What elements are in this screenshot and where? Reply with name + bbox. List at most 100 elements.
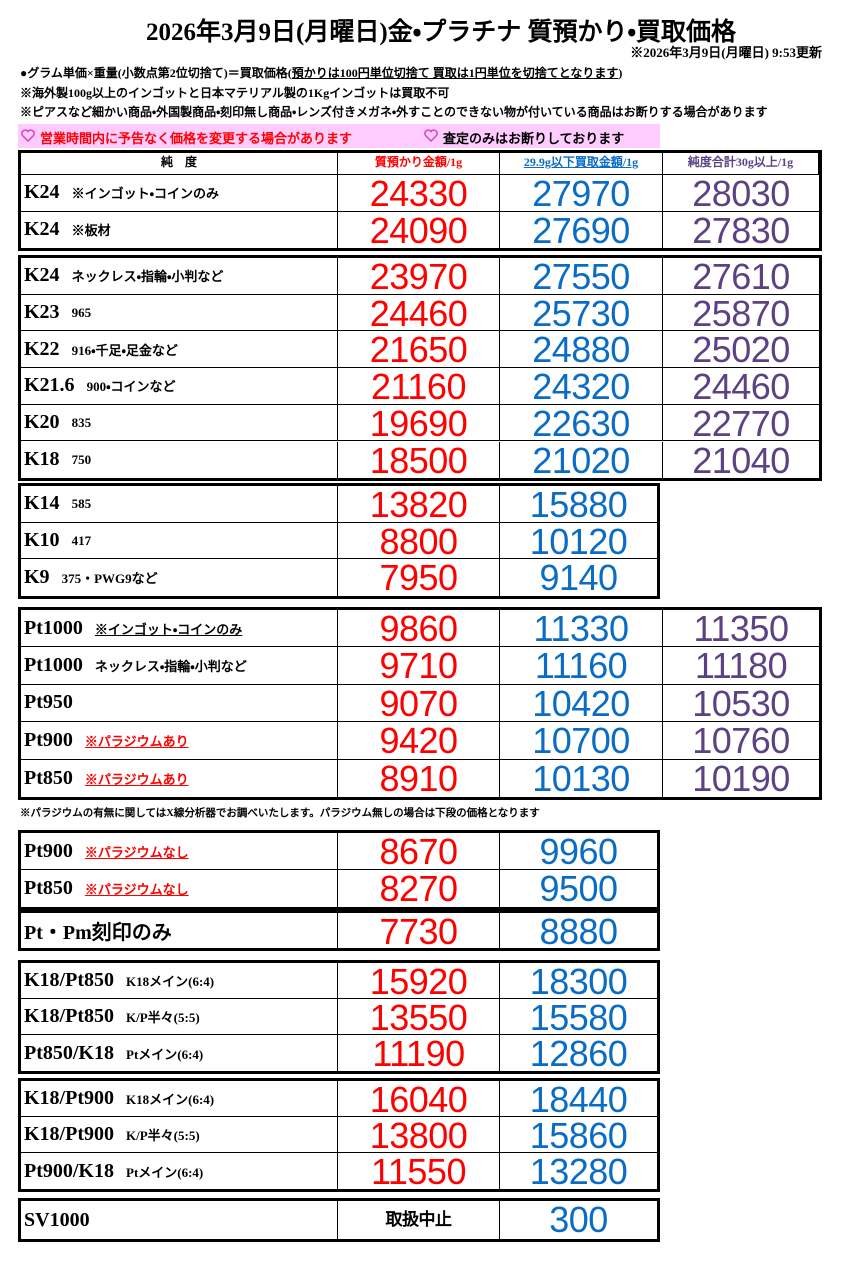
pawn-price: 8670 (338, 833, 500, 870)
purity-name: K10 (24, 529, 60, 552)
purity-name: Pt950 (24, 691, 73, 714)
bulk-price: 10760 (663, 722, 819, 760)
note-text: ) (618, 66, 623, 80)
purity-name: K9 (24, 566, 50, 589)
buy-price: 18300 (500, 963, 657, 999)
purity-cell: K18/Pt850 K18メイン(6:4) (21, 963, 338, 999)
pawn-price: 24090 (338, 211, 500, 248)
purity-name: K22 (24, 337, 60, 360)
pawn-price: 8800 (338, 522, 500, 560)
palladium-note: ※パラジウムの有無に関してはX線分析器でお調べいたします。パラジウム無しの場合は… (20, 808, 540, 819)
price-group: SV1000 取扱中止 300 (18, 1198, 660, 1242)
purity-name: K24 (24, 181, 60, 204)
purity-note: ネックレス・指輪・小判など (71, 269, 224, 285)
price-group: Pt・Pm刻印のみ 7730 8880 (18, 910, 660, 951)
buy-price: 21020 (500, 441, 663, 479)
purity-name: Pt850 (24, 877, 73, 899)
purity-cell: Pt1000 ネックレス・指輪・小判など (21, 647, 338, 685)
purity-name: K21.6 (24, 374, 75, 397)
purity-name: K14 (24, 492, 60, 515)
buy-price: 24880 (500, 331, 663, 369)
bulk-price: 11180 (663, 647, 819, 685)
purity-cell: K20 835 (21, 404, 338, 442)
price-group: K14 585 13820 15880 K10 417 8800 10120 K9 375・PWG… (18, 483, 660, 600)
column-header: 純 度 (21, 153, 338, 175)
buy-price: 8880 (539, 913, 618, 948)
purity-cell: K18/Pt900 K/P半々(5:5) (21, 1117, 338, 1153)
bulk-price: 10190 (692, 759, 790, 797)
buy-price: 9960 (500, 833, 657, 870)
purity-name: K23 (24, 301, 60, 324)
bulk-price: 27830 (692, 211, 790, 249)
pawn-price: 16040 (338, 1081, 500, 1117)
purity-note: ※パラジウムあり (84, 771, 189, 787)
purity-name: K18/Pt850 (24, 1005, 114, 1027)
purity-cell: K9 375・PWG9など (21, 559, 338, 597)
buy-price: 12860 (529, 1035, 628, 1071)
purity-note: K/P半々(5:5) (126, 1010, 200, 1025)
bulk-price: 28030 (663, 175, 819, 212)
bulk-price: 25020 (663, 331, 819, 369)
purity-note: 375・PWG9など (61, 571, 158, 587)
note-text: ●グラム単価×重量(小数点第2位切捨て)＝買取価格( (20, 66, 292, 80)
title: 2026年3月9日(月曜日)金・プラチナ 質預かり・買取価格 (146, 19, 736, 46)
pawn-price: 13820 (338, 486, 500, 523)
buy-price: 18440 (500, 1081, 657, 1117)
heart-icon (424, 129, 438, 142)
purity-note: 916・千足・足金など (71, 342, 178, 358)
pawn-price: 11550 (338, 1153, 500, 1189)
purity-note: ※パラジウムあり (84, 733, 189, 749)
pawn-price: 取扱中止 (338, 1201, 500, 1239)
pawn-price: 7730 (338, 913, 500, 948)
purity-cell: K18 750 (21, 441, 338, 479)
pawn-price: 8270 (338, 870, 500, 907)
purity-note: 835 (71, 414, 92, 430)
bulk-price: 21040 (692, 441, 790, 479)
column-header: 純度合計30g以上/1g (663, 153, 819, 175)
pawn-price: 9420 (338, 722, 500, 760)
price-group: K24 ネックレス・指輪・小判など 23970 27550 27610 K23 965 244… (18, 255, 822, 482)
pawn-price: 24460 (338, 294, 500, 332)
purity-note: Ptメイン(6:4) (126, 1164, 204, 1180)
purity-name: K18 (24, 448, 60, 471)
purity-cell: Pt850 ※パラジウムなし (21, 870, 338, 907)
buy-price: 15860 (500, 1117, 657, 1153)
banner-text: 営業時間内に予告なく価格を変更する場合があります (40, 131, 353, 146)
pawn-price: 19690 (338, 404, 500, 442)
buy-price: 300 (549, 1201, 608, 1239)
price-group: K18/Pt900 K18メイン(6:4) 16040 18440 K18/Pt900 K… (18, 1078, 660, 1192)
buy-price: 27690 (500, 211, 663, 248)
purity-cell: K10 417 (21, 522, 338, 560)
purity-note: ネックレス・指輪・小判など (94, 659, 247, 675)
purity-cell: Pt850/K18 Ptメイン(6:4) (21, 1035, 338, 1071)
buy-price: 10120 (500, 523, 657, 560)
price-group: Pt1000 ※インゴット・コインのみ 9860 11330 11350 Pt1000 ネッ… (18, 607, 822, 800)
purity-name: Pt850/K18 (24, 1041, 114, 1064)
updated-time: ※2026年3月9日(月曜日) 9:53更新 (630, 45, 822, 60)
purity-cell: K18/Pt900 K18メイン(6:4) (21, 1081, 338, 1117)
purity-name: K18/Pt850 (24, 969, 114, 991)
buy-price: 25730 (500, 294, 663, 332)
purity-name: Pt900/K18 (24, 1159, 114, 1182)
purity-cell: K18/Pt850 K/P半々(5:5) (21, 999, 338, 1035)
purity-name: SV1000 (24, 1208, 90, 1231)
purity-cell: Pt950 (21, 684, 338, 723)
note-line: ※海外製100g以上のインゴットと日本マテリアル製の1Kgインゴットは買取不可 (20, 84, 449, 101)
buy-price: 13280 (529, 1153, 628, 1189)
purity-cell: K24 ※板材 (21, 211, 338, 248)
purity-cell: K24 ※インゴット・コインのみ (21, 175, 338, 212)
buy-price: 10700 (500, 722, 663, 760)
buy-price: 27550 (500, 258, 663, 295)
purity-note: 417 (71, 532, 92, 548)
purity-note: ※パラジウムなし (84, 844, 189, 860)
price-group: 純 度質預かり金額/1g 29.9g以下買取金額/1g 純度合計30g以上/1g K2… (18, 150, 822, 251)
buy-price: 24320 (500, 368, 663, 405)
pawn-price: 21650 (338, 331, 500, 369)
purity-cell: Pt900/K18 Ptメイン(6:4) (21, 1153, 338, 1189)
price-group: K18/Pt850 K18メイン(6:4) 15920 18300 K18/Pt850 K… (18, 960, 660, 1074)
buy-price: 22630 (500, 404, 663, 442)
purity-note: ※インゴット・コインのみ (94, 621, 243, 637)
note-text: ※ピアスなど細かい商品・外国製商品・刻印無し商品・レンズ付きメガネ・外すことので… (20, 105, 768, 119)
purity-note: 900・コインなど (86, 379, 176, 395)
purity-name: Pt850 (24, 766, 73, 789)
